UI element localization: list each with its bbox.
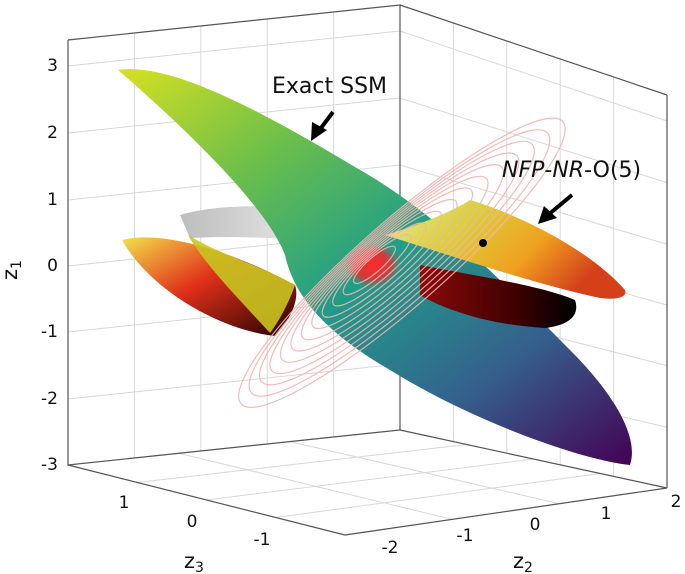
contour-ring: [279, 164, 505, 363]
z1-tick-label: -3: [41, 455, 58, 475]
contour-ring: [311, 199, 458, 330]
annotation-nfp-part1: NFP: [502, 158, 545, 183]
z2-axis-label: z2: [513, 549, 533, 574]
contour-ring: [248, 129, 551, 397]
contour-lines: [238, 117, 566, 408]
z2-tick-label: -2: [382, 538, 399, 558]
annotation-nfp-part4: -O(5): [584, 158, 641, 183]
contour-ring: [321, 210, 443, 318]
z1-ticks: 3 2 1 0 -1 -2 -3: [41, 56, 58, 475]
contour-ring: [290, 175, 489, 352]
nfp-nr-o5-surface: [385, 200, 626, 299]
z3-tick-label: -1: [254, 530, 271, 550]
contour-ring: [269, 152, 520, 375]
contour-ring: [238, 117, 566, 408]
z2-tick-label: 2: [671, 492, 682, 512]
z3-axis-label: z3: [184, 549, 204, 574]
z2-ticks: -2 -1 0 1 2: [382, 492, 682, 558]
surfaces: [118, 69, 632, 466]
z3-ticks: 1 0 -1: [119, 493, 271, 550]
z1-tick-label: 1: [47, 190, 58, 210]
contour-ring: [353, 245, 396, 285]
z3-tick-label: 0: [187, 512, 198, 532]
grid-line: [399, 30, 668, 122]
grid-line: [275, 473, 601, 518]
annotation-nfp: NFP-NR-O(5): [502, 158, 641, 183]
contour-ring: [332, 222, 427, 307]
annotation-nfp-part3: NR: [552, 158, 584, 183]
z3-tick-label: 1: [119, 493, 130, 513]
grid-line: [206, 458, 534, 501]
contour-ring: [258, 140, 535, 386]
z2-tick-label: 0: [530, 515, 541, 535]
annotation-exact-ssm: Exact SSM: [272, 74, 387, 99]
z1-tick-label: 0: [47, 256, 58, 276]
contour-ring: [342, 233, 412, 296]
contour-ring: [300, 187, 474, 341]
grid-line: [67, 363, 401, 400]
z1-axis-label: z1: [0, 260, 25, 280]
z1-tick-label: 3: [47, 56, 58, 76]
grid-line: [289, 441, 560, 505]
z2-tick-label: -1: [457, 526, 474, 546]
grid-line: [178, 452, 453, 520]
z1-tick-label: -1: [41, 322, 58, 342]
annotation-nfp-part2: -: [544, 158, 552, 183]
nfp-back-band-lower: [188, 235, 295, 333]
marked-point: [479, 239, 487, 247]
z1-tick-label: 2: [47, 123, 58, 143]
z2-tick-label: 1: [601, 504, 612, 524]
grid-line: [67, 30, 401, 67]
nfp-dark-lobe: [420, 265, 577, 328]
axes-box: [67, 4, 668, 536]
grid-line: [399, 164, 668, 245]
arrow-nfp: [538, 193, 574, 224]
z1-tick-label: -2: [41, 389, 58, 409]
grid-line: [399, 97, 668, 184]
arrow-exact-ssm: [311, 110, 335, 141]
grid-line: [137, 444, 467, 483]
